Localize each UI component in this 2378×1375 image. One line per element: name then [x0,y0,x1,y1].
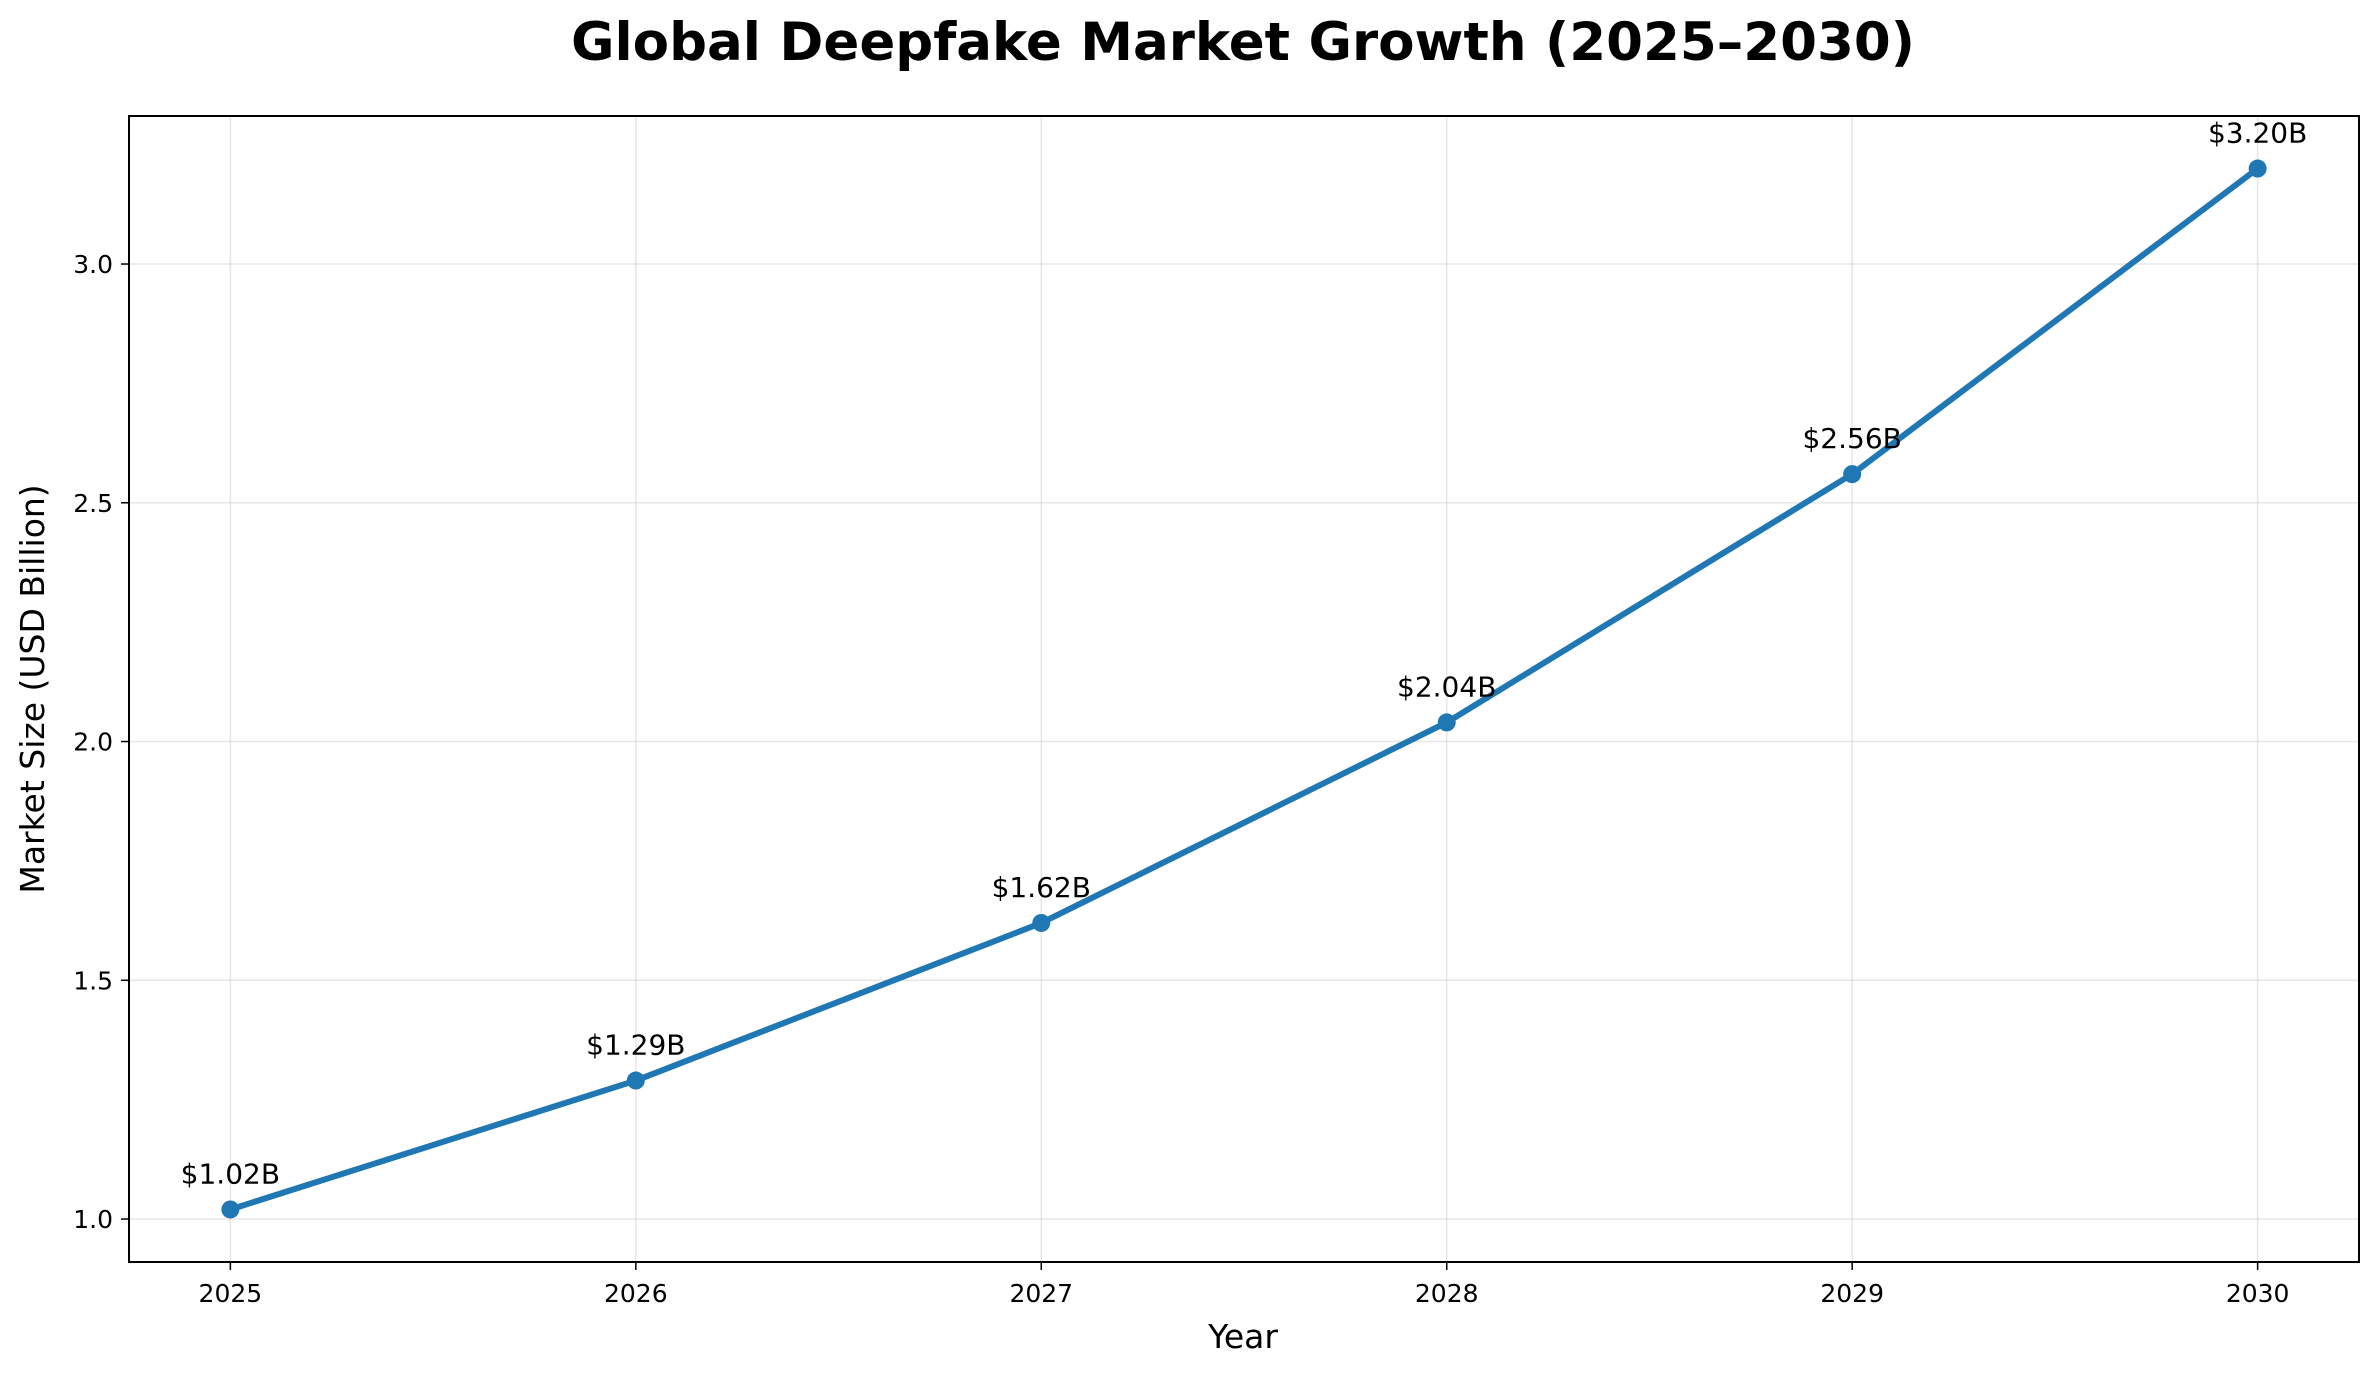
data-label: $2.04B [1397,670,1496,703]
y-tick-label: 3.0 [73,250,113,279]
data-point [1032,913,1051,932]
data-label: $1.29B [586,1029,685,1062]
ticks-layer: 2025 2026 2027 2028 2029 2030 1.0 1.5 2.0 2.5 3.0 [73,250,2289,1308]
x-tick-label: 2025 [199,1279,263,1308]
labels-layer: $1.02B $1.29B $1.62B $2.04B $2.56B $3.20B [181,117,2308,1191]
x-axis-label: Year [1207,1317,1278,1356]
x-tick-label: 2028 [1415,1279,1479,1308]
x-tick-label: 2027 [1009,1279,1073,1308]
y-axis-label: Market Size (USD Billion) [13,484,52,893]
data-label: $3.20B [2208,117,2307,150]
x-tick-label: 2029 [1820,1279,1884,1308]
x-tick-label: 2026 [604,1279,668,1308]
y-tick-label: 2.0 [73,728,113,757]
y-tick-label: 1.5 [73,966,113,995]
data-label: $1.62B [992,871,1091,904]
grid-layer [129,116,2359,1262]
data-point [626,1071,645,1090]
data-point [221,1200,240,1219]
x-tick-label: 2030 [2226,1279,2290,1308]
data-point [2248,159,2267,178]
series-line [227,165,2261,1213]
chart-title: Global Deepfake Market Growth (2025–2030… [571,12,1915,73]
data-label: $2.56B [1802,422,1901,455]
series-layer [221,159,2267,1219]
y-tick-label: 2.5 [73,489,113,518]
data-label: $1.02B [181,1157,280,1190]
data-point [1843,465,1862,484]
data-point [1437,713,1456,732]
plot-area-frame [128,115,2360,1263]
y-tick-label: 1.0 [73,1205,113,1234]
